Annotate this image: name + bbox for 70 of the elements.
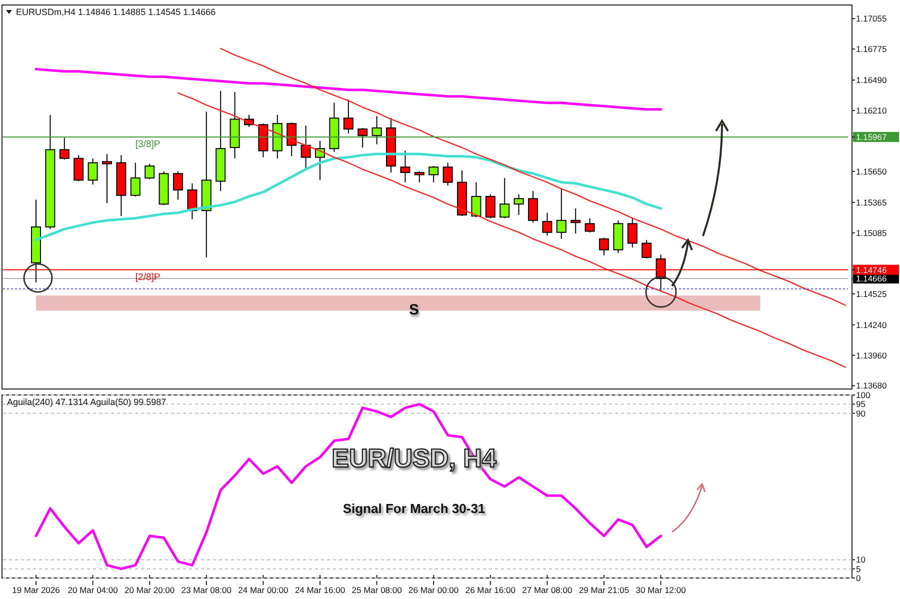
y-tick-label: 1.15967 (856, 132, 887, 142)
y-tick-label: 1.14240 (856, 320, 887, 330)
candlestick (286, 122, 297, 157)
candlestick (627, 218, 638, 248)
x-tick-label: 25 Mar 08:00 (352, 585, 402, 595)
y-tick-label: 1.15365 (856, 197, 887, 208)
candlestick (428, 165, 439, 183)
ref-line-label: [3/8]P (135, 138, 160, 150)
candlestick (556, 188, 566, 240)
annotation: Signal For March 30-31 (342, 501, 486, 516)
line-series (177, 92, 846, 368)
x-tick-label: 20 Mar 04:00 (68, 585, 118, 595)
x-tick-label: 27 Mar 08:00 (522, 585, 573, 595)
y-tick-label: 1.14746 (856, 264, 887, 275)
candlestick (372, 115, 382, 145)
candlestick (442, 162, 453, 186)
y-tick-label: 1.15650 (856, 166, 887, 176)
candlestick (471, 182, 482, 218)
candlestick (300, 125, 311, 170)
y-tick-label: 1.14525 (856, 288, 887, 299)
x-tick-label: 29 Mar 21:05 (578, 585, 630, 595)
x-tick-label: 30 Mar 12:00 (636, 585, 686, 595)
candlestick (144, 163, 155, 180)
candlestick (74, 154, 84, 182)
line-series (220, 48, 846, 306)
candlestick (358, 127, 368, 148)
y-tick-label: 1.13960 (856, 350, 887, 360)
y-tick-label: 1.16490 (856, 75, 887, 86)
candlestick (130, 162, 140, 197)
band-label: S (408, 302, 420, 319)
candlestick (500, 177, 510, 219)
x-tick-label: 20 Mar 20:00 (124, 585, 175, 595)
y-tick-label: 100 (856, 390, 870, 400)
x-tick-label: 24 Mar 16:00 (294, 585, 346, 595)
candlestick (102, 154, 112, 204)
x-tick-label: 24 Mar 00:00 (238, 585, 289, 595)
y-tick-label: 0 (856, 573, 861, 583)
x-tick-label: 26 Mar 16:00 (465, 585, 516, 595)
x-tick-label: 19 Mar 2026 (12, 585, 60, 595)
y-tick-label: 95 (856, 399, 866, 410)
line-series (34, 68, 662, 111)
chart-title: EURUSDm,H4 1.14846 1.14885 1.14545 1.14666 (16, 7, 216, 17)
y-tick-label: 5 (856, 564, 861, 574)
candlestick (599, 237, 609, 256)
x-tick-label: 26 Mar 00:00 (408, 585, 459, 595)
candlestick (528, 190, 538, 224)
candlestick (59, 137, 70, 160)
y-tick-label: 10 (856, 554, 866, 565)
candlestick (642, 239, 652, 259)
y-tick-label: 1.14666 (856, 273, 887, 284)
y-tick-label: 1.16210 (856, 106, 887, 116)
candlestick (343, 99, 354, 134)
candlestick (542, 212, 552, 236)
candlestick (584, 218, 595, 233)
candlestick (514, 194, 524, 216)
y-tick-label: 1.13680 (856, 380, 887, 391)
candlestick (173, 170, 183, 200)
x-tick-label: 23 Mar 08:00 (181, 585, 232, 595)
candlestick (485, 194, 496, 219)
y-tick-label: 1.16775 (856, 44, 887, 54)
chart-title: Aguila(240) 47.1314 Aguila(50) 99.5987 (7, 397, 166, 407)
candlestick (414, 170, 424, 183)
ref-line-label: [2/8]P (135, 272, 160, 283)
candlestick (400, 150, 410, 183)
candlestick (315, 140, 325, 181)
candlestick (570, 208, 581, 234)
y-tick-label: 90 (856, 408, 866, 418)
y-tick-label: 1.17055 (856, 14, 887, 24)
y-tick-label: 1.15085 (856, 228, 887, 238)
candlestick (88, 158, 98, 185)
